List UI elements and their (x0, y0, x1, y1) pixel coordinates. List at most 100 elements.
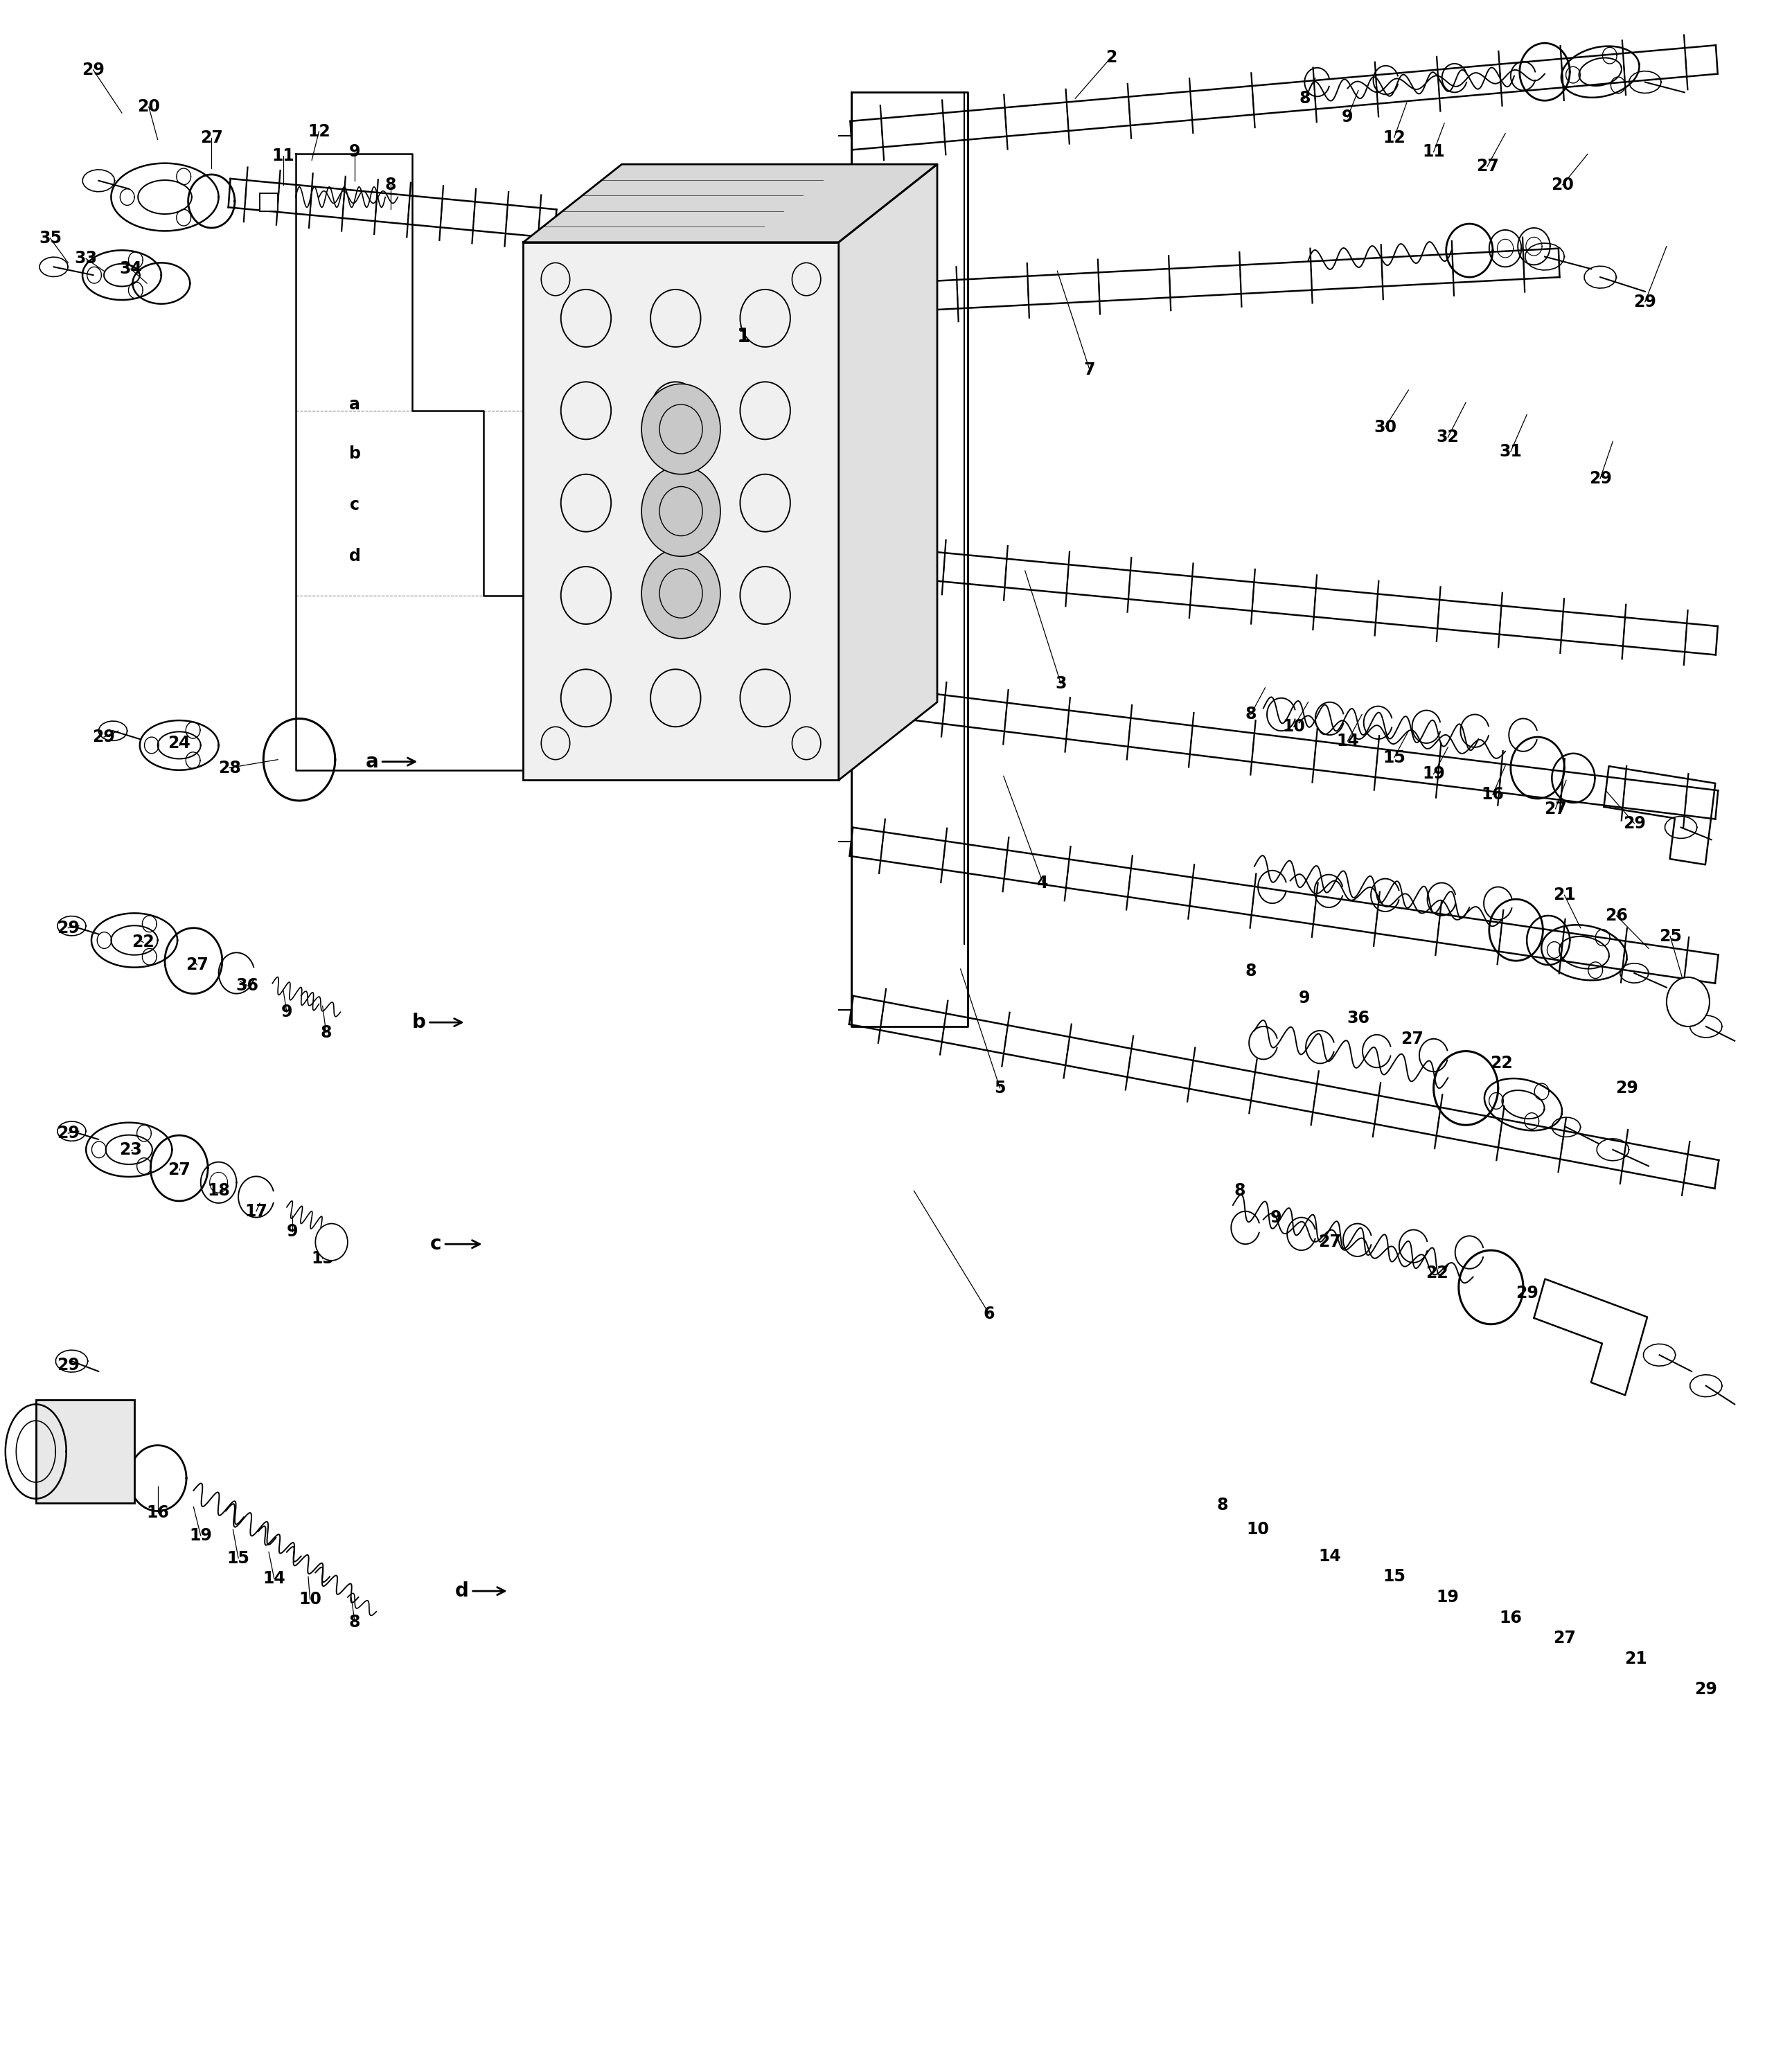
Text: 16: 16 (1500, 1610, 1521, 1626)
Text: 22: 22 (1491, 1055, 1512, 1072)
Text: 29: 29 (1695, 1681, 1717, 1698)
Text: 13: 13 (312, 1250, 333, 1267)
Text: 27: 27 (168, 1162, 190, 1178)
Text: 27: 27 (1477, 158, 1498, 175)
Polygon shape (839, 164, 937, 780)
Text: 27: 27 (1554, 1630, 1575, 1647)
Text: 15: 15 (228, 1550, 249, 1566)
Text: 15: 15 (1383, 749, 1405, 766)
Text: 8: 8 (1245, 963, 1256, 979)
Text: 14: 14 (1337, 733, 1358, 749)
Text: 21: 21 (1625, 1651, 1647, 1667)
Text: 4: 4 (1038, 875, 1048, 891)
Polygon shape (523, 164, 937, 242)
Text: 8: 8 (349, 1614, 360, 1630)
Text: 2: 2 (1106, 49, 1116, 66)
Text: 28: 28 (219, 760, 240, 776)
Text: 8: 8 (1245, 706, 1256, 723)
Text: 12: 12 (308, 123, 330, 140)
Text: c: c (349, 497, 360, 513)
Text: 18: 18 (208, 1183, 229, 1199)
Text: 9: 9 (1342, 109, 1353, 125)
Text: 31: 31 (1500, 443, 1521, 460)
Text: 29: 29 (1516, 1285, 1538, 1302)
Text: 27: 27 (1401, 1031, 1423, 1047)
Text: a: a (349, 396, 360, 413)
Bar (36, 1400, 134, 1503)
Text: 33: 33 (75, 250, 97, 267)
Text: b: b (349, 446, 360, 462)
Text: 36: 36 (1348, 1010, 1369, 1026)
Text: 29: 29 (57, 920, 79, 936)
Text: 19: 19 (1437, 1589, 1459, 1605)
Text: 19: 19 (1423, 766, 1444, 782)
Text: 8: 8 (321, 1024, 332, 1041)
Circle shape (642, 466, 720, 556)
Text: 27: 27 (201, 129, 222, 146)
Text: 29: 29 (1624, 815, 1645, 831)
Text: 32: 32 (1437, 429, 1459, 446)
Text: 36: 36 (237, 977, 258, 994)
Circle shape (1667, 977, 1710, 1026)
Text: 22: 22 (133, 934, 154, 951)
Text: 10: 10 (1283, 719, 1305, 735)
Text: 8: 8 (1217, 1497, 1228, 1513)
Text: 29: 29 (1590, 470, 1611, 487)
Text: 12: 12 (1383, 129, 1405, 146)
Text: 29: 29 (82, 62, 104, 78)
Text: 3: 3 (1055, 675, 1066, 692)
Text: c: c (430, 1234, 480, 1254)
Text: 29: 29 (57, 1357, 79, 1373)
Text: 21: 21 (1554, 887, 1575, 903)
Bar (260, 193, 278, 211)
Text: 8: 8 (1299, 90, 1310, 107)
Text: 30: 30 (1374, 419, 1396, 435)
Text: 10: 10 (299, 1591, 321, 1607)
Text: 9: 9 (1299, 990, 1310, 1006)
Text: 7: 7 (1084, 361, 1095, 378)
Text: 16: 16 (1482, 786, 1503, 803)
Bar (523, 242, 839, 780)
Text: 27: 27 (1545, 801, 1566, 817)
Text: 14: 14 (263, 1571, 285, 1587)
Text: 29: 29 (57, 1125, 79, 1141)
Circle shape (315, 1224, 348, 1261)
Text: 29: 29 (1634, 294, 1656, 310)
Text: 24: 24 (168, 735, 190, 751)
Circle shape (642, 548, 720, 638)
Text: 16: 16 (147, 1505, 168, 1521)
Text: 15: 15 (1383, 1568, 1405, 1585)
Text: 9: 9 (281, 1004, 292, 1020)
Text: 27: 27 (100, 1482, 122, 1499)
Text: d: d (349, 548, 360, 565)
Text: 1: 1 (737, 326, 751, 347)
Circle shape (642, 384, 720, 474)
Text: 11: 11 (272, 148, 294, 164)
Text: 9: 9 (349, 144, 360, 160)
Text: 10: 10 (1247, 1521, 1269, 1538)
Text: 20: 20 (138, 99, 159, 115)
Text: 29: 29 (93, 729, 115, 745)
Text: a: a (366, 751, 416, 772)
Text: 6: 6 (984, 1306, 995, 1322)
Text: d: d (455, 1581, 505, 1601)
Text: 19: 19 (190, 1527, 211, 1544)
Text: b: b (412, 1012, 462, 1033)
Text: 35: 35 (39, 230, 61, 246)
Text: 25: 25 (1659, 928, 1681, 944)
Text: 29: 29 (1616, 1080, 1638, 1096)
Text: 20: 20 (1552, 177, 1573, 193)
Text: 26: 26 (1606, 907, 1627, 924)
Text: 11: 11 (1423, 144, 1444, 160)
Text: 27: 27 (1319, 1234, 1340, 1250)
Text: 1: 1 (738, 328, 749, 345)
Text: 17: 17 (246, 1203, 267, 1219)
Text: 8: 8 (385, 177, 396, 193)
Text: 22: 22 (1426, 1265, 1448, 1281)
Text: 8: 8 (1235, 1183, 1245, 1199)
Text: 21: 21 (48, 1445, 70, 1462)
Text: 9: 9 (1271, 1209, 1281, 1226)
Text: 27: 27 (186, 957, 208, 973)
Text: 14: 14 (1319, 1548, 1340, 1564)
Text: 5: 5 (995, 1080, 1005, 1096)
